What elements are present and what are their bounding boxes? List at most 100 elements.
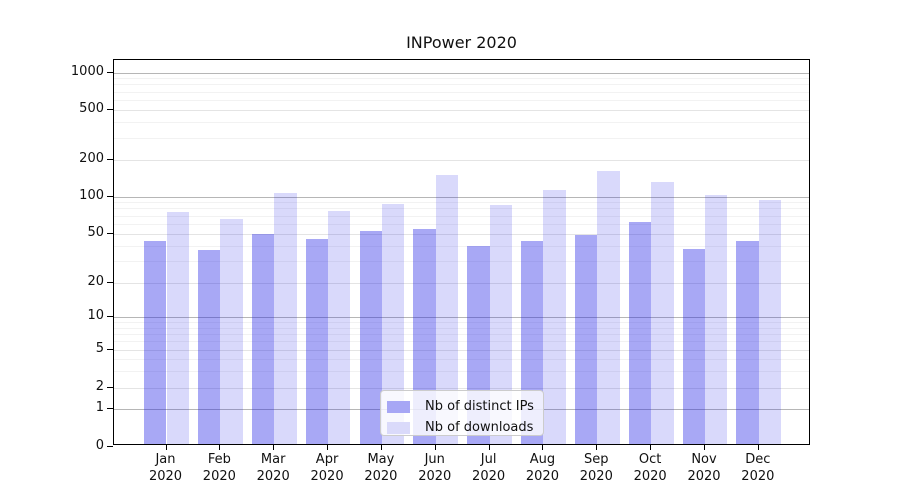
legend-label-distinct-ips: Nb of distinct IPs: [425, 399, 534, 414]
x-tick-mark: [165, 445, 167, 450]
x-tick-mark: [273, 445, 275, 450]
y-tick-mark: [107, 232, 113, 234]
y-tick-mark: [107, 349, 113, 350]
x-tick-mark: [488, 445, 490, 450]
y-tick-label: 100: [79, 187, 104, 203]
gridline-minor: [114, 322, 809, 324]
x-tick-label-mar: Mar 2020: [256, 452, 290, 484]
gridline: [114, 196, 809, 198]
gridline-minor: [114, 84, 809, 86]
x-tick-label-jun: Jun 2020: [418, 452, 452, 484]
gridline: [114, 350, 809, 351]
gridline-minor: [114, 261, 809, 263]
gridline: [114, 317, 809, 318]
y-tick-mark: [107, 282, 113, 283]
gridline-minor: [114, 91, 809, 93]
gridline-minor: [114, 223, 809, 225]
y-tick-mark: [107, 195, 113, 197]
x-tick-mark: [704, 445, 705, 450]
gridline-minor: [114, 78, 809, 80]
plot-area: [113, 59, 810, 445]
x-tick-mark: [542, 445, 544, 450]
bar-nb-of-distinct-ips-dec: [736, 240, 759, 444]
x-tick-label-nov: Nov 2020: [687, 452, 721, 484]
x-tick-label-jul: Jul 2020: [472, 452, 506, 484]
legend-entry-distinct-ips: Nb of distinct IPs: [387, 396, 543, 417]
gridline-minor: [114, 137, 809, 139]
bar-nb-of-distinct-ips-jan: [144, 240, 167, 444]
y-tick-mark: [107, 387, 113, 388]
x-tick-label-dec: Dec 2020: [741, 452, 775, 484]
gridline: [114, 72, 809, 74]
x-tick-label-may: May 2020: [364, 452, 398, 484]
legend-label-downloads: Nb of downloads: [425, 420, 534, 435]
y-tick-label: 500: [79, 100, 104, 116]
y-tick-label: 2: [95, 379, 104, 394]
bar-nb-of-downloads-aug: [543, 189, 566, 444]
gridline-minor: [114, 99, 809, 101]
x-tick-mark: [434, 445, 436, 450]
bar-nb-of-downloads-may: [381, 204, 405, 444]
y-tick-label: 1000: [70, 63, 104, 79]
bar-nb-of-downloads-jul: [489, 204, 512, 444]
gridline-minor: [114, 245, 809, 247]
gridline-minor: [114, 121, 809, 123]
y-tick-label: 1: [95, 400, 104, 416]
y-tick-mark: [107, 71, 113, 73]
gridline-minor: [114, 327, 809, 329]
gridline-minor: [114, 341, 809, 343]
x-tick-mark: [650, 445, 652, 450]
gridline-minor: [114, 208, 809, 210]
x-tick-mark: [596, 445, 598, 450]
legend-swatch-distinct-ips: [387, 400, 410, 413]
bar-nb-of-downloads-jun: [435, 174, 459, 444]
bar-nb-of-distinct-ips-mar: [251, 233, 275, 444]
bar-nb-of-downloads-feb: [220, 218, 243, 444]
bar-nb-of-distinct-ips-oct: [628, 221, 652, 444]
bar-nb-of-downloads-apr: [328, 210, 351, 444]
bar-nb-of-downloads-dec: [758, 199, 782, 444]
x-tick-mark: [380, 445, 382, 450]
y-tick-label: 50: [87, 224, 104, 240]
y-tick-label: 200: [79, 151, 104, 166]
y-tick-mark: [107, 316, 113, 317]
x-tick-label-oct: Oct 2020: [633, 452, 667, 484]
x-tick-label-jan: Jan 2020: [148, 452, 183, 484]
gridline-minor: [114, 359, 809, 361]
gridline-minor: [114, 202, 809, 204]
bar-nb-of-distinct-ips-nov: [682, 248, 705, 444]
legend-entry-downloads: Nb of downloads: [387, 417, 543, 438]
gridline: [114, 233, 809, 235]
x-tick-mark: [757, 445, 759, 450]
x-tick-label-sep: Sep 2020: [579, 452, 613, 484]
y-tick-mark: [107, 408, 113, 410]
bar-nb-of-downloads-mar: [274, 193, 297, 444]
x-tick-label-feb: Feb 2020: [202, 452, 236, 484]
y-tick-label: 20: [87, 274, 104, 289]
x-tick-label-apr: Apr 2020: [310, 452, 344, 484]
y-tick-label: 0: [95, 437, 104, 453]
bar-nb-of-distinct-ips-sep: [574, 234, 598, 444]
gridline-minor: [114, 371, 809, 373]
legend-swatch-downloads: [387, 421, 410, 434]
y-tick-mark: [107, 108, 113, 110]
bar-nb-of-distinct-ips-apr: [305, 239, 329, 444]
bar-nb-of-downloads-nov: [705, 194, 728, 444]
gridline: [114, 388, 809, 389]
y-tick-label: 10: [87, 308, 104, 323]
bar-nb-of-distinct-ips-may: [359, 231, 382, 444]
gridline-minor: [114, 215, 809, 217]
legend: Nb of distinct IPs Nb of downloads: [380, 390, 544, 436]
bar-nb-of-distinct-ips-feb: [197, 250, 221, 444]
y-tick-label: 5: [95, 341, 104, 356]
x-tick-mark: [219, 445, 221, 450]
x-tick-label-aug: Aug 2020: [525, 452, 559, 484]
x-tick-mark: [327, 445, 329, 450]
bar-nb-of-downloads-jan: [166, 212, 189, 444]
gridline: [114, 160, 809, 161]
chart-title: INPower 2020: [406, 33, 517, 52]
y-tick-mark: [107, 445, 113, 447]
y-tick-mark: [107, 159, 113, 160]
gridline: [114, 283, 809, 284]
